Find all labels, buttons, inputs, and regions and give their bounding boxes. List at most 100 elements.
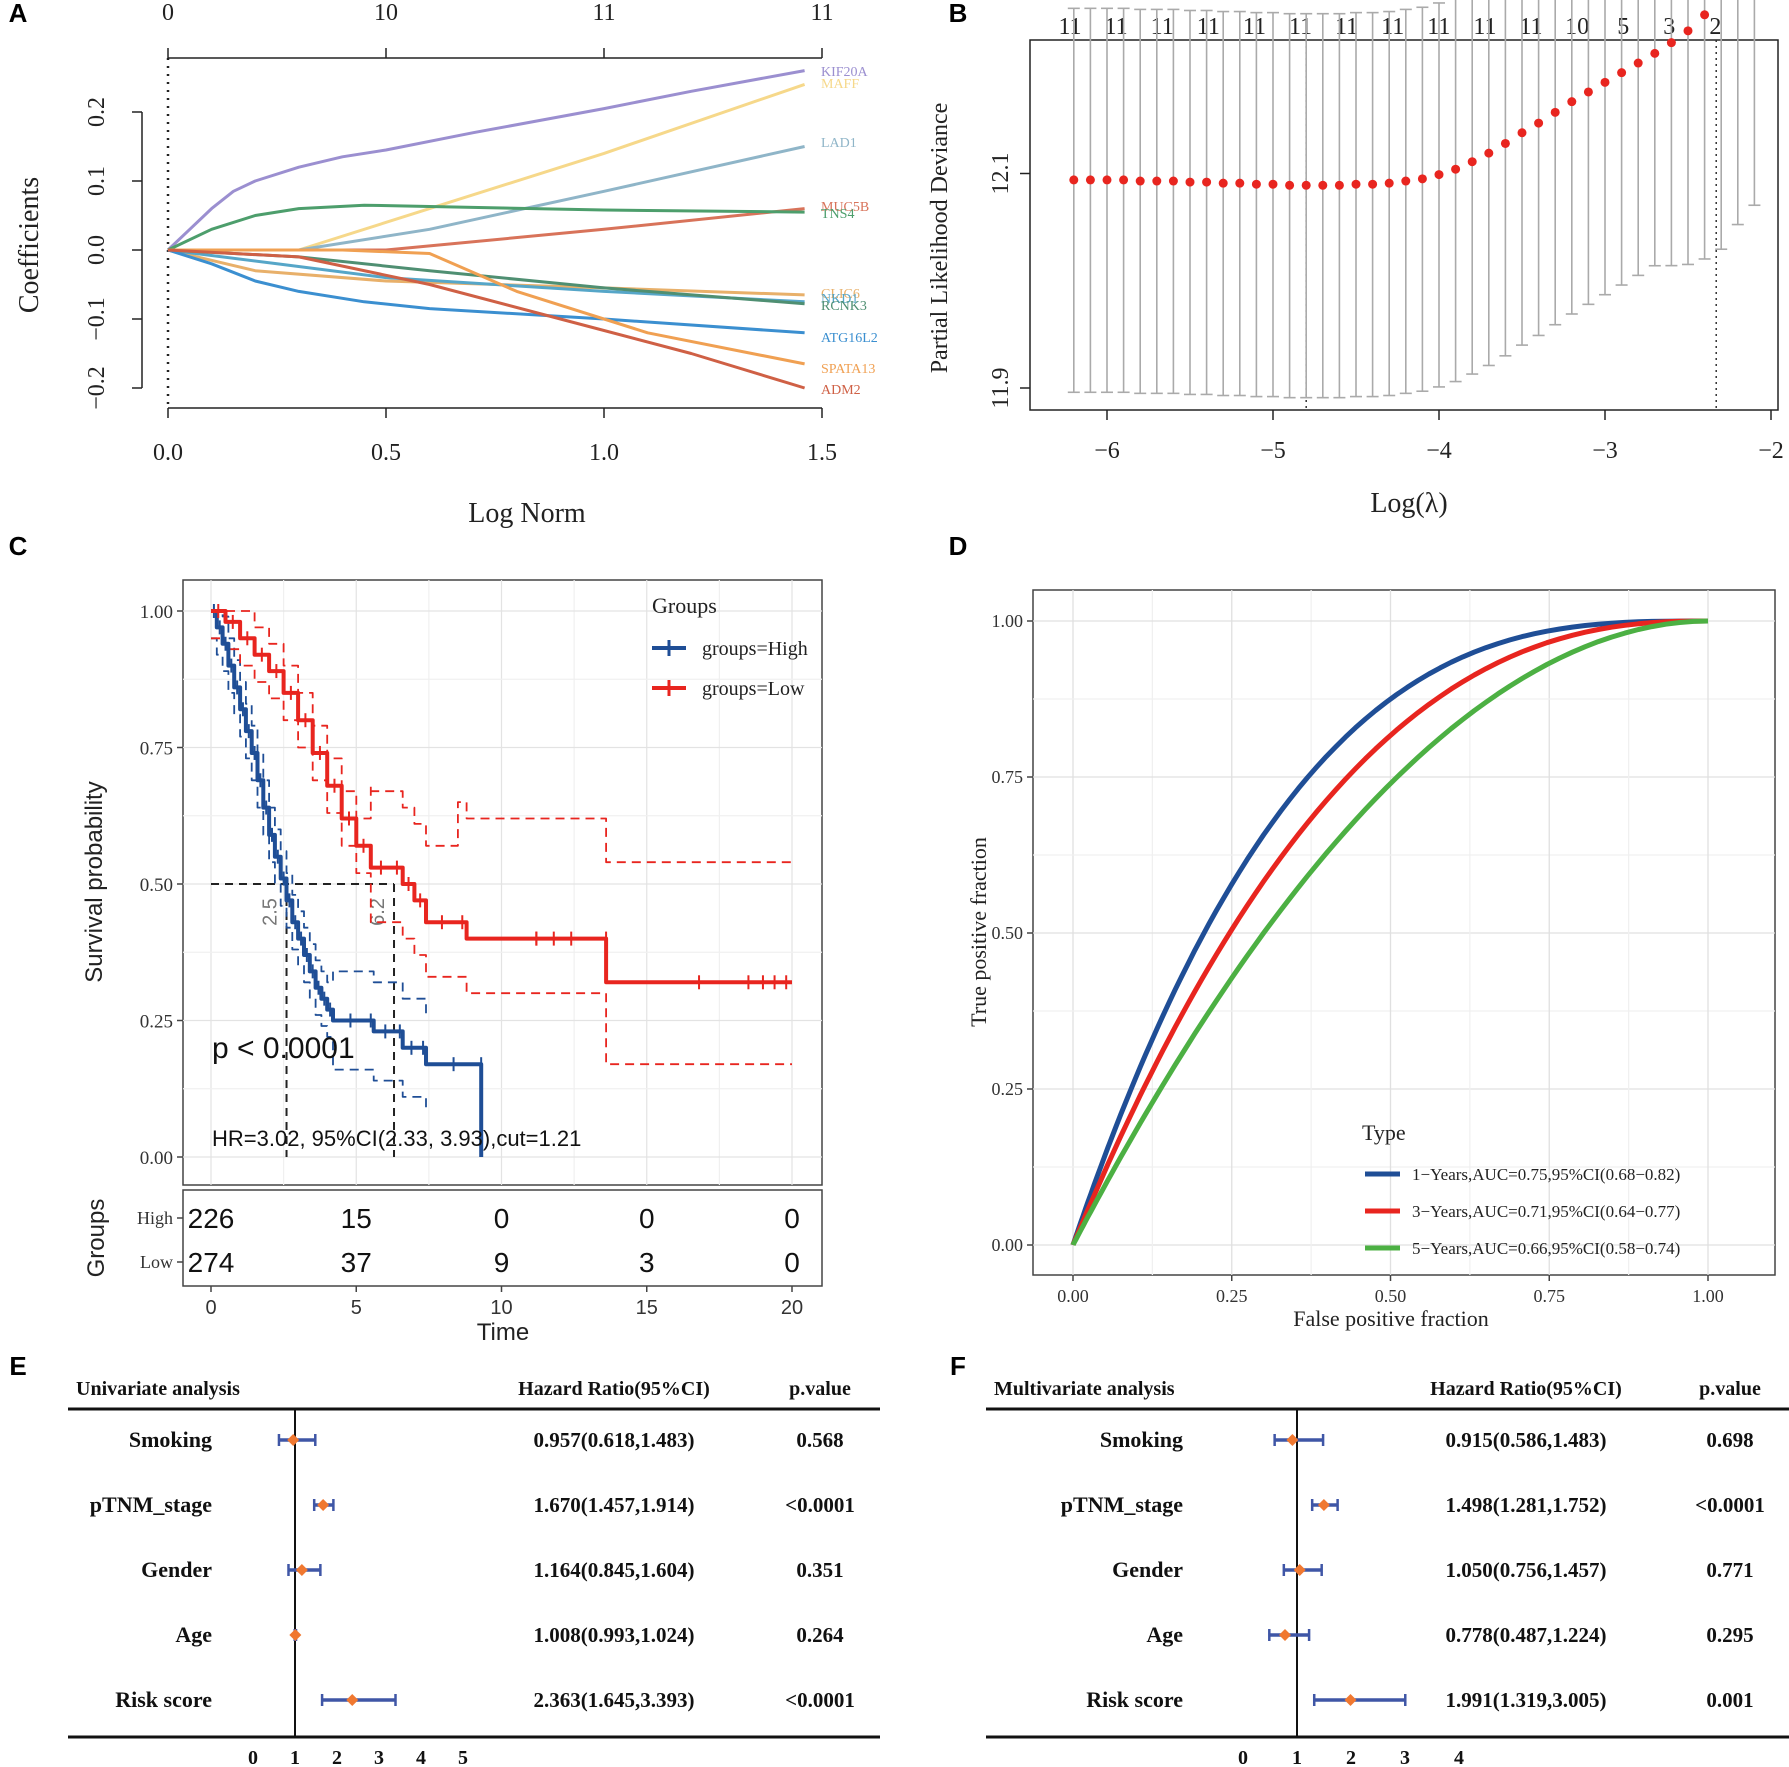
panel-letter-c: C [9,531,28,561]
panel-letter-f: F [950,1351,966,1381]
p-value: 0.351 [796,1558,843,1582]
deviance-point [1251,179,1261,189]
x-tick-label: 0 [205,1297,216,1319]
x-tick-label: 2 [332,1747,342,1767]
gene-label: NKD1 [821,292,858,307]
ci-band-low-lower [211,637,792,1066]
plot-frame [182,579,823,1186]
km-curve-low [211,609,792,985]
x-tick-label: 5 [351,1297,362,1319]
x-tick-label: −3 [1592,438,1618,464]
gene-label: CLIC6 [821,287,860,302]
panel-a: 0.0 0.5 1.0 1.5 Log Norm −0.2 −0.1 0.0 0.1 0.2 Coe… [14,0,878,529]
col-header-hr: Hazard Ratio(95%CI) [518,1378,710,1400]
hr-value: 1.498(1.281,1.752) [1446,1493,1607,1517]
deviance-point [1351,179,1361,189]
p-value: 0.568 [796,1428,843,1452]
hr-point [295,1564,308,1576]
deviance-point [1434,170,1444,180]
gene-label: TNS4 [821,207,854,222]
deviance-point [1617,68,1627,78]
top-tick-label: 11 [810,0,833,26]
deviance-point [1218,178,1228,188]
x-tick-label: 1.00 [1692,1286,1724,1306]
hr-value: 1.670(1.457,1.914) [534,1493,695,1517]
deviance-point [1334,180,1344,190]
hr-point [317,1499,330,1511]
x-tick-label: 10 [490,1297,512,1319]
gene-label: ADM2 [821,383,861,398]
x-tick-label: −2 [1758,438,1784,464]
gene-label: RCNK3 [821,299,867,314]
deviance-point [1102,175,1112,185]
x-tick-label: 0.50 [1375,1286,1407,1306]
table-title: Univariate analysis [76,1378,240,1400]
hr-value: 1.991(1.319,3.005) [1446,1688,1607,1712]
top-count-label: 11 [1151,14,1174,40]
x-tick-label: 0.75 [1534,1286,1566,1306]
y-tick-label: 0.00 [140,1148,173,1169]
hr-point [1279,1629,1292,1641]
roc-curve [1070,618,1708,1247]
deviance-point [1202,177,1212,187]
hr-value: 1.050(0.756,1.457) [1446,1558,1607,1582]
coef-line-atg16l2 [167,248,805,335]
hr-point [346,1694,359,1706]
row-label: Gender [141,1557,212,1582]
col-header-hr: Hazard Ratio(95%CI) [1430,1378,1622,1400]
x-tick-label: 5 [458,1747,468,1767]
p-value: <0.0001 [785,1688,855,1712]
y-axis-title: Coefficients [14,177,45,313]
hr-value: 0.778(0.487,1.224) [1446,1623,1607,1647]
deviance-point [1534,118,1544,128]
risk-table-title: Groups [83,1199,110,1278]
x-tick-label: 0.00 [1057,1286,1089,1306]
x-tick-label: 20 [781,1297,803,1319]
y-tick-label: 0.1 [84,166,110,196]
x-tick-label: 1 [290,1747,300,1767]
y-tick-label: 1.00 [992,611,1024,631]
top-count-label: 3 [1663,14,1675,40]
deviance-point [1185,177,1195,187]
deviance-point [1268,179,1278,189]
row-label: Risk score [115,1687,212,1712]
y-tick-label: 11.9 [988,367,1014,408]
top-count-label: 11 [1335,14,1358,40]
y-axis-title: Survival probability [81,781,108,982]
x-tick-label: −4 [1426,438,1452,464]
hr-value: 1.008(0.993,1.024) [534,1623,695,1647]
deviance-point [1119,175,1129,185]
hr-point [1293,1564,1306,1576]
top-count-label: 11 [1519,14,1542,40]
y-tick-label: 0.00 [992,1235,1024,1255]
y-tick-label: 0.75 [140,739,173,760]
x-tick-label: 0.0 [153,440,183,466]
top-tick-label: 0 [162,0,174,26]
plot-frame [1029,39,1779,411]
x-axis-title: Log(λ) [1370,488,1447,519]
hr-point [289,1629,302,1641]
y-tick-label: −0.1 [84,297,110,341]
deviance-point [1650,48,1660,58]
x-tick-label: 4 [416,1747,426,1767]
x-tick-label: 2 [1346,1747,1356,1767]
deviance-point [1666,38,1676,48]
gene-label: ATG16L2 [821,331,878,346]
risk-row-label: High [137,1208,173,1228]
gene-label: MAFF [821,77,859,92]
risk-count: 0 [639,1203,655,1234]
panel-letter-a: A [9,0,28,28]
y-tick-label: 0.0 [84,235,110,265]
x-tick-label: 0 [248,1747,258,1767]
p-value: <0.0001 [785,1493,855,1517]
top-count-label: 11 [1105,14,1128,40]
risk-count: 274 [188,1247,235,1278]
row-label: Gender [1112,1557,1183,1582]
coef-line-clic6 [167,248,805,297]
coef-line-tns4 [167,203,805,252]
y-axis-title: Partial Likelihood Deviance [927,103,953,374]
deviance-point [1484,148,1494,158]
deviance-point [1600,77,1610,87]
risk-count: 9 [494,1247,510,1278]
